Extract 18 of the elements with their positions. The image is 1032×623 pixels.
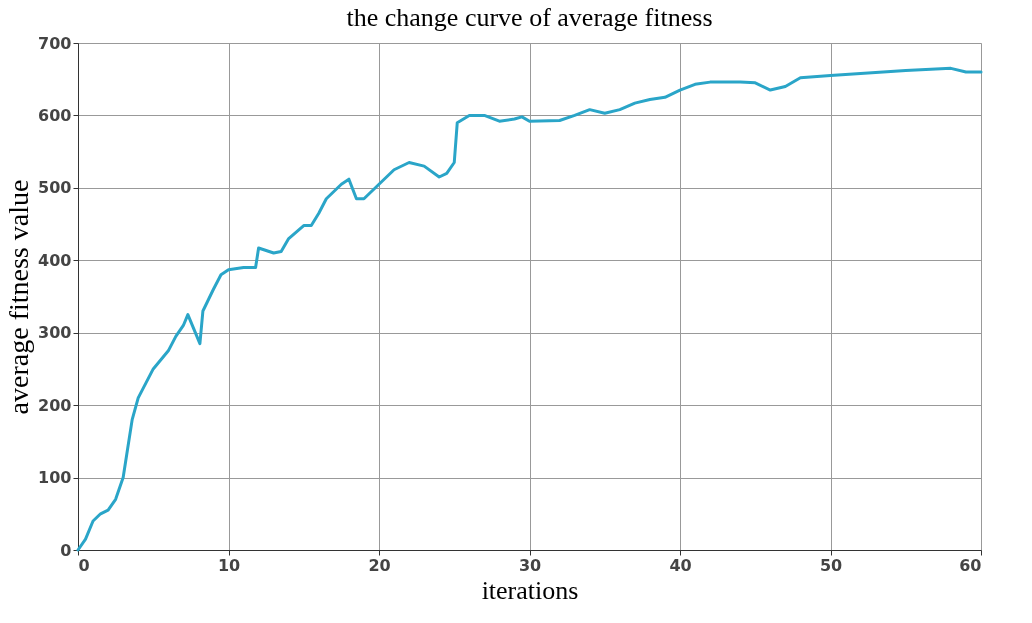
y-axis-title: average fitness value xyxy=(3,179,35,415)
y-tick-label: 300 xyxy=(38,323,72,343)
x-tick-label: 50 xyxy=(819,555,843,575)
y-tick-label: 500 xyxy=(38,178,72,198)
y-tick-label: 100 xyxy=(38,468,72,488)
x-tick-label: 10 xyxy=(217,555,241,575)
y-tick-label: 400 xyxy=(38,250,72,270)
y-tick-label: 600 xyxy=(38,105,72,125)
x-tick-label: 20 xyxy=(368,555,391,575)
chart-title: the change curve of average fitness xyxy=(346,3,713,32)
y-tick-label: 200 xyxy=(38,395,72,415)
x-tick-label: 0 xyxy=(78,555,90,575)
y-tick-label: 700 xyxy=(38,33,72,53)
x-tick-label: 40 xyxy=(669,555,692,575)
x-axis-title: iterations xyxy=(481,575,579,605)
x-tick-label: 30 xyxy=(518,555,542,575)
y-tick-label: 0 xyxy=(60,540,72,560)
x-tick-label: 60 xyxy=(959,555,982,575)
